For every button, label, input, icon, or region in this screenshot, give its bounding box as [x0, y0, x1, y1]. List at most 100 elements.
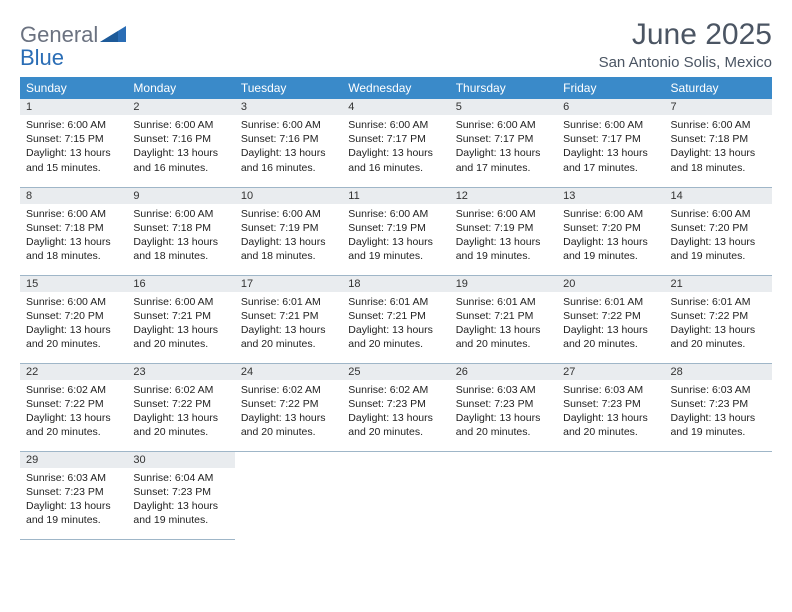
- sunrise-line: Sunrise: 6:03 AM: [563, 383, 658, 397]
- day-content: Sunrise: 6:00 AMSunset: 7:16 PMDaylight:…: [235, 115, 342, 179]
- day-number: 30: [127, 452, 234, 468]
- sunrise-line: Sunrise: 6:02 AM: [348, 383, 443, 397]
- day-number: 21: [665, 276, 772, 292]
- sunset-line: Sunset: 7:18 PM: [133, 221, 228, 235]
- sunrise-line: Sunrise: 6:03 AM: [671, 383, 766, 397]
- daylight-line: Daylight: 13 hours and 18 minutes.: [671, 146, 766, 174]
- calendar-week-row: 22Sunrise: 6:02 AMSunset: 7:22 PMDayligh…: [20, 363, 772, 451]
- sunrise-line: Sunrise: 6:00 AM: [671, 207, 766, 221]
- day-number: 20: [557, 276, 664, 292]
- calendar-week-row: 15Sunrise: 6:00 AMSunset: 7:20 PMDayligh…: [20, 275, 772, 363]
- day-number: 6: [557, 99, 664, 115]
- daylight-line: Daylight: 13 hours and 19 minutes.: [348, 235, 443, 263]
- sunrise-line: Sunrise: 6:00 AM: [133, 207, 228, 221]
- day-number: 13: [557, 188, 664, 204]
- day-content: Sunrise: 6:00 AMSunset: 7:18 PMDaylight:…: [127, 204, 234, 268]
- daylight-line: Daylight: 13 hours and 20 minutes.: [456, 411, 551, 439]
- day-number: 18: [342, 276, 449, 292]
- day-content: Sunrise: 6:00 AMSunset: 7:17 PMDaylight:…: [342, 115, 449, 179]
- daylight-line: Daylight: 13 hours and 20 minutes.: [133, 323, 228, 351]
- daylight-line: Daylight: 13 hours and 20 minutes.: [133, 411, 228, 439]
- calendar-cell: [235, 451, 342, 539]
- sunset-line: Sunset: 7:23 PM: [563, 397, 658, 411]
- sunset-line: Sunset: 7:19 PM: [348, 221, 443, 235]
- sunset-line: Sunset: 7:23 PM: [26, 485, 121, 499]
- calendar-cell: 3Sunrise: 6:00 AMSunset: 7:16 PMDaylight…: [235, 99, 342, 187]
- daylight-line: Daylight: 13 hours and 17 minutes.: [456, 146, 551, 174]
- sunrise-line: Sunrise: 6:00 AM: [456, 118, 551, 132]
- sunset-line: Sunset: 7:22 PM: [26, 397, 121, 411]
- sunrise-line: Sunrise: 6:00 AM: [26, 295, 121, 309]
- day-content: Sunrise: 6:00 AMSunset: 7:18 PMDaylight:…: [665, 115, 772, 179]
- day-content: Sunrise: 6:00 AMSunset: 7:20 PMDaylight:…: [557, 204, 664, 268]
- sunrise-line: Sunrise: 6:01 AM: [671, 295, 766, 309]
- sunrise-line: Sunrise: 6:03 AM: [456, 383, 551, 397]
- day-number: 14: [665, 188, 772, 204]
- day-content: Sunrise: 6:04 AMSunset: 7:23 PMDaylight:…: [127, 468, 234, 532]
- sunset-line: Sunset: 7:21 PM: [348, 309, 443, 323]
- sunrise-line: Sunrise: 6:02 AM: [133, 383, 228, 397]
- sunset-line: Sunset: 7:15 PM: [26, 132, 121, 146]
- daylight-line: Daylight: 13 hours and 20 minutes.: [348, 323, 443, 351]
- calendar-cell: 16Sunrise: 6:00 AMSunset: 7:21 PMDayligh…: [127, 275, 234, 363]
- logo-text-wrap: General Blue: [20, 24, 126, 70]
- calendar-cell: 14Sunrise: 6:00 AMSunset: 7:20 PMDayligh…: [665, 187, 772, 275]
- calendar-body: 1Sunrise: 6:00 AMSunset: 7:15 PMDaylight…: [20, 99, 772, 539]
- day-content: Sunrise: 6:00 AMSunset: 7:20 PMDaylight:…: [20, 292, 127, 356]
- day-number: 19: [450, 276, 557, 292]
- sunset-line: Sunset: 7:20 PM: [671, 221, 766, 235]
- weekday-label: Tuesday: [235, 77, 342, 99]
- calendar-week-row: 29Sunrise: 6:03 AMSunset: 7:23 PMDayligh…: [20, 451, 772, 539]
- calendar-cell: 4Sunrise: 6:00 AMSunset: 7:17 PMDaylight…: [342, 99, 449, 187]
- day-content: Sunrise: 6:02 AMSunset: 7:23 PMDaylight:…: [342, 380, 449, 444]
- sunset-line: Sunset: 7:17 PM: [348, 132, 443, 146]
- day-content: Sunrise: 6:02 AMSunset: 7:22 PMDaylight:…: [235, 380, 342, 444]
- sunrise-line: Sunrise: 6:04 AM: [133, 471, 228, 485]
- daylight-line: Daylight: 13 hours and 19 minutes.: [671, 235, 766, 263]
- sunset-line: Sunset: 7:22 PM: [241, 397, 336, 411]
- sunset-line: Sunset: 7:17 PM: [456, 132, 551, 146]
- sunrise-line: Sunrise: 6:01 AM: [241, 295, 336, 309]
- calendar-cell: 26Sunrise: 6:03 AMSunset: 7:23 PMDayligh…: [450, 363, 557, 451]
- day-content: Sunrise: 6:00 AMSunset: 7:20 PMDaylight:…: [665, 204, 772, 268]
- weekday-label: Sunday: [20, 77, 127, 99]
- flag-icon: [100, 26, 126, 42]
- day-number: 17: [235, 276, 342, 292]
- calendar-cell: 17Sunrise: 6:01 AMSunset: 7:21 PMDayligh…: [235, 275, 342, 363]
- day-number: 28: [665, 364, 772, 380]
- sunrise-line: Sunrise: 6:00 AM: [241, 207, 336, 221]
- day-number: 22: [20, 364, 127, 380]
- day-content: Sunrise: 6:00 AMSunset: 7:19 PMDaylight:…: [235, 204, 342, 268]
- calendar-cell: 21Sunrise: 6:01 AMSunset: 7:22 PMDayligh…: [665, 275, 772, 363]
- sunset-line: Sunset: 7:21 PM: [241, 309, 336, 323]
- day-number: 23: [127, 364, 234, 380]
- day-number: 29: [20, 452, 127, 468]
- calendar-page: General Blue June 2025 San Antonio Solis…: [0, 0, 792, 540]
- calendar-cell: 9Sunrise: 6:00 AMSunset: 7:18 PMDaylight…: [127, 187, 234, 275]
- day-content: Sunrise: 6:00 AMSunset: 7:18 PMDaylight:…: [20, 204, 127, 268]
- title-block: June 2025 San Antonio Solis, Mexico: [599, 18, 772, 71]
- sunrise-line: Sunrise: 6:02 AM: [26, 383, 121, 397]
- sunrise-line: Sunrise: 6:00 AM: [456, 207, 551, 221]
- day-number: 3: [235, 99, 342, 115]
- sunset-line: Sunset: 7:23 PM: [671, 397, 766, 411]
- calendar-cell: [450, 451, 557, 539]
- logo-word1: General: [20, 22, 98, 47]
- sunrise-line: Sunrise: 6:01 AM: [563, 295, 658, 309]
- day-content: Sunrise: 6:03 AMSunset: 7:23 PMDaylight:…: [450, 380, 557, 444]
- weekday-label: Friday: [557, 77, 664, 99]
- day-number: 11: [342, 188, 449, 204]
- day-content: Sunrise: 6:00 AMSunset: 7:19 PMDaylight:…: [450, 204, 557, 268]
- sunrise-line: Sunrise: 6:00 AM: [133, 295, 228, 309]
- calendar-cell: 2Sunrise: 6:00 AMSunset: 7:16 PMDaylight…: [127, 99, 234, 187]
- sunrise-line: Sunrise: 6:00 AM: [563, 118, 658, 132]
- sunrise-line: Sunrise: 6:03 AM: [26, 471, 121, 485]
- calendar-cell: 12Sunrise: 6:00 AMSunset: 7:19 PMDayligh…: [450, 187, 557, 275]
- sunset-line: Sunset: 7:20 PM: [563, 221, 658, 235]
- day-number: 2: [127, 99, 234, 115]
- day-content: Sunrise: 6:01 AMSunset: 7:21 PMDaylight:…: [235, 292, 342, 356]
- sunrise-line: Sunrise: 6:00 AM: [348, 118, 443, 132]
- sunset-line: Sunset: 7:21 PM: [133, 309, 228, 323]
- calendar-cell: 30Sunrise: 6:04 AMSunset: 7:23 PMDayligh…: [127, 451, 234, 539]
- day-content: Sunrise: 6:00 AMSunset: 7:16 PMDaylight:…: [127, 115, 234, 179]
